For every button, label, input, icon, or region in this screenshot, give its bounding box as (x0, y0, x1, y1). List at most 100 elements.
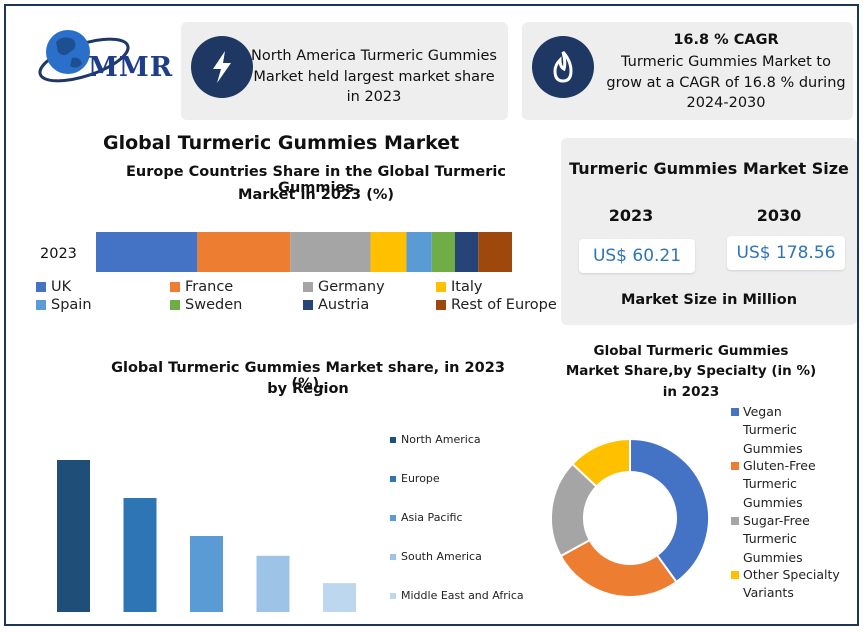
cagr-title: 16.8 % CAGR (673, 32, 779, 48)
europe-legend-swatch (36, 282, 46, 292)
donut-slice-gluten-free-turmeric-gummies (559, 538, 678, 598)
infographic-frame (4, 4, 859, 626)
main-title: Global Turmeric Gummies Market (103, 132, 460, 154)
specialty-legend-label: Gummies (743, 440, 803, 456)
specialty-chart-title-line2: Market Share,by Specialty (in %) (565, 363, 817, 379)
specialty-legend-label: Gummies (743, 494, 803, 510)
region-legend-swatch (390, 554, 396, 560)
specialty-legend-label: Other Specialty (743, 567, 840, 582)
europe-legend-swatch (36, 300, 46, 310)
region-legend-label: North America (401, 433, 481, 446)
region-bar-europe (123, 498, 157, 612)
europe-legend-label: Austria (318, 297, 370, 313)
info-card-text: North America Turmeric Gummies Market he… (251, 48, 497, 105)
europe-segment-rest-of-europe (478, 232, 512, 272)
europe-legend-item-germany: Germany (303, 279, 385, 295)
region-legend-label: South America (401, 550, 482, 563)
region-legend-swatch (390, 437, 396, 443)
region-legend-label: Middle East and Africa (401, 589, 524, 602)
europe-segment-france (197, 232, 291, 272)
specialty-legend-item-other-specialty-variants: Other Specialty Variants (731, 566, 853, 603)
specialty-legend-swatch (731, 408, 739, 416)
europe-legend-swatch (303, 282, 313, 292)
market-size-footer: Market Size in Million (620, 292, 798, 308)
region-legend-label: Asia Pacific (401, 511, 463, 524)
region-legend-swatch (390, 593, 396, 599)
europe-segment-austria (454, 232, 479, 272)
region-legend-item-europe: Europe (390, 472, 440, 485)
specialty-legend-swatch (731, 462, 739, 470)
market-size-title: Turmeric Gummies Market Size (569, 159, 849, 178)
europe-segment-sweden (431, 232, 455, 272)
region-bar-chart (57, 460, 356, 612)
market-size-panel: Turmeric Gummies Market Size 2023 2030 U… (561, 138, 857, 325)
info-card-cagr: 16.8 % CAGR Turmeric Gummies Market to g… (522, 22, 853, 120)
europe-legend-swatch (303, 300, 313, 310)
region-legend-item-south-america: South America (390, 550, 482, 563)
specialty-chart-title-line3: in 2023 (662, 384, 720, 400)
region-bar-asia-pacific (190, 536, 223, 612)
info-card-north-america: North America Turmeric Gummies Market he… (181, 22, 508, 120)
europe-chart-title-line1: Europe Countries Share in the Global Tur… (126, 164, 506, 196)
specialty-legend-label: Variants (743, 585, 794, 601)
europe-chart-title-line2: Market in 2023 (%) (238, 187, 394, 203)
specialty-legend-label: Sugar-Free (743, 513, 810, 528)
region-legend-label: Europe (401, 472, 440, 485)
europe-legend-label: Sweden (185, 297, 243, 313)
europe-segment-uk (96, 232, 198, 272)
region-legend-item-asia-pacific: Asia Pacific (390, 511, 463, 524)
europe-legend-item-rest-of-europe: Rest of Europe (436, 297, 557, 313)
europe-legend-swatch (436, 300, 446, 310)
mmr-logo: MMR (24, 22, 184, 92)
region-chart-title-line1: Global Turmeric Gummies Market share, in… (111, 360, 505, 392)
specialty-donut-chart (550, 437, 710, 598)
europe-segment-germany (290, 232, 371, 272)
region-legend-swatch (390, 476, 396, 482)
specialty-legend-label: Gluten-Free (743, 458, 816, 473)
europe-legend-label: France (185, 279, 234, 295)
cagr-text: Turmeric Gummies Market to grow at a CAG… (606, 54, 846, 111)
flame-icon (532, 36, 594, 98)
specialty-legend-item-gluten-free-turmeric-gummies: Gluten-Free Turmeric Gummies (731, 457, 853, 512)
europe-segment-spain (406, 232, 432, 272)
specialty-chart-title-line1: Global Turmeric Gummies (593, 343, 789, 359)
market-size-value-2030: US$ 178.56 (727, 236, 845, 270)
specialty-legend-swatch (731, 571, 739, 579)
market-size-year-2023: 2023 (608, 206, 654, 225)
region-bar-south-america (256, 555, 290, 612)
europe-legend-label: Spain (51, 297, 92, 313)
specialty-legend-item-sugar-free-turmeric-gummies: Sugar-Free Turmeric Gummies (731, 512, 853, 567)
europe-legend-label: Rest of Europe (451, 297, 557, 313)
specialty-legend-swatch (731, 517, 739, 525)
europe-legend-item-france: France (170, 279, 233, 295)
europe-segment-italy (370, 232, 407, 272)
lightning-icon (191, 36, 253, 98)
logo-text: MMR (88, 52, 174, 83)
market-size-year-2030: 2030 (756, 206, 802, 225)
specialty-legend-item-vegan-turmeric-gummies: Vegan Turmeric Gummies (731, 403, 853, 458)
europe-legend-label: Germany (318, 279, 385, 295)
globe-icon (38, 30, 130, 83)
region-bar-north-america (57, 460, 90, 612)
europe-legend-item-italy: Italy (436, 279, 482, 295)
specialty-legend-label: Gummies (743, 549, 803, 565)
europe-legend-swatch (436, 282, 446, 292)
specialty-legend-label: Turmeric (743, 476, 797, 492)
region-legend-item-middle-east-and-africa: Middle East and Africa (390, 589, 524, 602)
specialty-legend-label: Turmeric (743, 531, 797, 547)
specialty-legend-label: Vegan (743, 404, 782, 419)
region-chart-title-line2: by Region (267, 381, 349, 397)
europe-legend-swatch (170, 300, 180, 310)
europe-legend-swatch (170, 282, 180, 292)
europe-legend-label: UK (51, 279, 72, 295)
europe-legend-item-uk: UK (36, 279, 71, 295)
region-legend-item-north-america: North America (390, 433, 481, 446)
donut-slice-vegan-turmeric-gummies (629, 437, 710, 584)
europe-legend-item-sweden: Sweden (170, 297, 242, 313)
europe-legend-label: Italy (451, 279, 483, 295)
market-size-value-2023: US$ 60.21 (579, 239, 695, 273)
europe-legend-item-spain: Spain (36, 297, 92, 313)
specialty-legend-label: Turmeric (743, 422, 797, 438)
europe-legend-item-austria: Austria (303, 297, 369, 313)
europe-category-label: 2023 (40, 246, 77, 262)
